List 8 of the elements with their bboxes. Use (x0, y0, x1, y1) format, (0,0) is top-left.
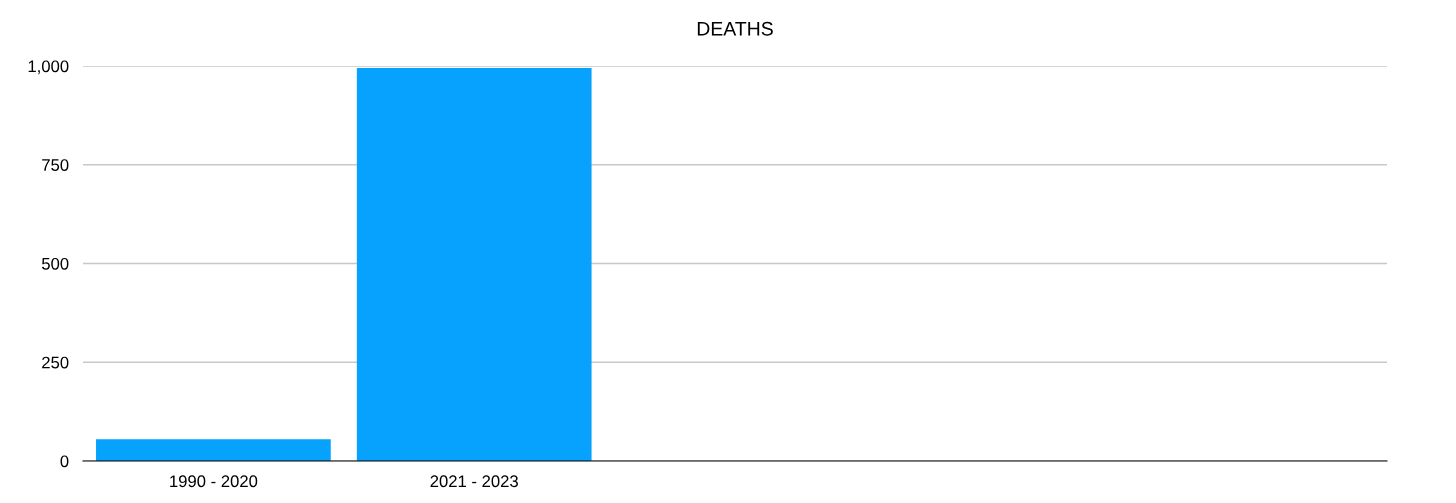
y-tick-label: 1,000 (28, 60, 69, 75)
x-tick-label: 2021 - 2023 (430, 475, 518, 488)
y-tick-label: 0 (60, 455, 69, 468)
y-tick-label: 250 (42, 356, 69, 369)
chart-title: DEATHS (697, 21, 773, 36)
y-tick-label: 500 (41, 257, 69, 270)
x-tick-label: 1990 - 2020 (170, 475, 258, 488)
y-tick-label: 750 (42, 159, 69, 171)
